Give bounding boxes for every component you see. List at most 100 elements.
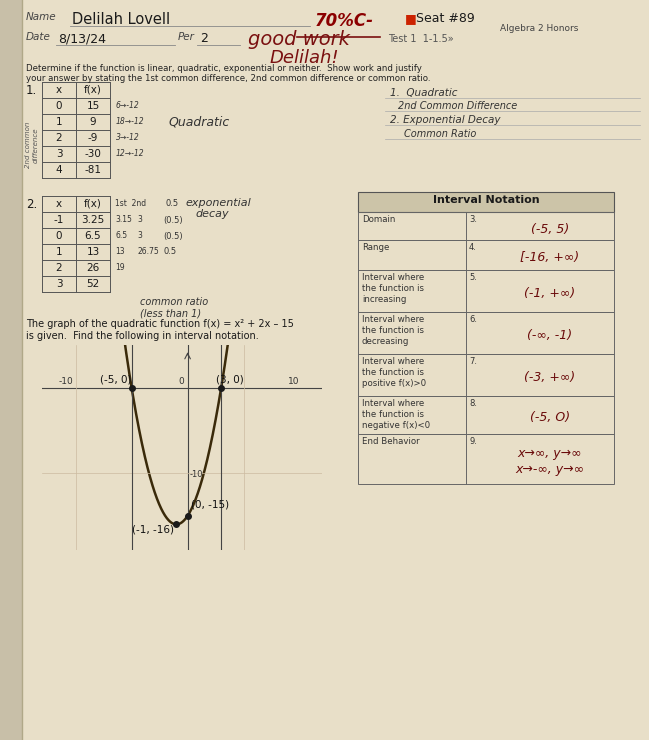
Text: x: x — [56, 85, 62, 95]
Text: 26.75: 26.75 — [137, 247, 159, 257]
Text: Interval where
the function is
decreasing: Interval where the function is decreasin… — [362, 315, 424, 346]
Text: 2.: 2. — [26, 198, 37, 211]
Text: Domain: Domain — [362, 215, 395, 224]
Text: 6.5: 6.5 — [84, 231, 101, 241]
Text: 5.: 5. — [469, 273, 477, 282]
Text: good work: good work — [248, 30, 350, 49]
Text: 18→-12: 18→-12 — [116, 118, 145, 127]
Text: (-5, O): (-5, O) — [530, 411, 570, 425]
Text: (0.5): (0.5) — [163, 215, 182, 224]
Text: exponential: exponential — [185, 198, 251, 208]
Text: Determine if the function is linear, quadratic, exponential or neither.  Show wo: Determine if the function is linear, qua… — [26, 64, 422, 73]
Text: Test 1  1-1.5»: Test 1 1-1.5» — [388, 34, 454, 44]
Text: 19: 19 — [115, 263, 125, 272]
Bar — [358, 396, 614, 434]
Text: End Behavior: End Behavior — [362, 437, 420, 446]
Text: (0.5): (0.5) — [163, 232, 182, 240]
Bar — [358, 354, 614, 396]
Bar — [358, 192, 614, 212]
Text: is given.  Find the following in interval notation.: is given. Find the following in interval… — [26, 331, 259, 341]
Text: Delilah Lovell: Delilah Lovell — [72, 12, 170, 27]
Text: 2: 2 — [56, 133, 62, 143]
Text: Range: Range — [362, 243, 389, 252]
Text: 70%C-: 70%C- — [315, 12, 374, 30]
Text: 6.: 6. — [469, 315, 477, 324]
Text: (-5, 0): (-5, 0) — [100, 374, 132, 385]
Text: f(x): f(x) — [84, 85, 102, 95]
Text: -10: -10 — [59, 377, 73, 386]
Text: 0: 0 — [178, 377, 184, 386]
Text: -30: -30 — [84, 149, 101, 159]
Text: x→∞, y→∞
x→-∞, y→∞: x→∞, y→∞ x→-∞, y→∞ — [515, 448, 585, 477]
Text: common ratio: common ratio — [140, 297, 208, 307]
Text: 1.: 1. — [26, 84, 37, 97]
Text: 0.5: 0.5 — [163, 247, 176, 257]
Text: 2: 2 — [200, 32, 208, 45]
Text: (0, -15): (0, -15) — [191, 500, 229, 509]
Text: -10: -10 — [190, 471, 203, 480]
Text: Algebra 2 Honors: Algebra 2 Honors — [500, 24, 578, 33]
Bar — [358, 212, 614, 240]
Text: 0: 0 — [56, 231, 62, 241]
Text: Seat #89: Seat #89 — [416, 12, 475, 25]
Text: [-16, +∞): [-16, +∞) — [520, 252, 580, 264]
Text: 9.: 9. — [469, 437, 477, 446]
Text: 13: 13 — [86, 247, 100, 257]
Text: x: x — [56, 199, 62, 209]
Text: 6→-12: 6→-12 — [116, 101, 140, 110]
Bar — [358, 312, 614, 354]
Text: Per: Per — [178, 32, 195, 42]
Text: 4.: 4. — [469, 243, 477, 252]
Text: 52: 52 — [86, 279, 100, 289]
Text: 1: 1 — [56, 247, 62, 257]
Text: 1st  2nd: 1st 2nd — [115, 199, 146, 208]
Bar — [358, 270, 614, 312]
Text: Interval Notation: Interval Notation — [433, 195, 539, 205]
Text: 1: 1 — [56, 117, 62, 127]
Text: -9: -9 — [88, 133, 98, 143]
Text: Quadratic: Quadratic — [168, 115, 229, 129]
Text: your answer by stating the 1st common difference, 2nd common difference or commo: your answer by stating the 1st common di… — [26, 74, 430, 83]
Text: 0.5: 0.5 — [165, 199, 178, 208]
Text: f(x): f(x) — [84, 199, 102, 209]
Text: 3→-12: 3→-12 — [116, 133, 140, 143]
Text: 3: 3 — [137, 232, 142, 240]
Text: 9: 9 — [90, 117, 96, 127]
Text: 1.  Quadratic: 1. Quadratic — [390, 88, 458, 98]
Bar — [358, 240, 614, 270]
Text: (3, 0): (3, 0) — [215, 374, 243, 385]
Text: Interval where
the function is
positive f(x)>0: Interval where the function is positive … — [362, 357, 426, 389]
Text: 15: 15 — [86, 101, 100, 111]
Text: 0: 0 — [56, 101, 62, 111]
Text: Common Ratio: Common Ratio — [404, 129, 476, 139]
Text: (less than 1): (less than 1) — [140, 308, 201, 318]
Text: 2: 2 — [56, 263, 62, 273]
Text: -1: -1 — [54, 215, 64, 225]
Text: 3.25: 3.25 — [81, 215, 104, 225]
Text: 7.: 7. — [469, 357, 477, 366]
Text: 2. Exponential Decay: 2. Exponential Decay — [390, 115, 500, 125]
Text: 3.15: 3.15 — [115, 215, 132, 224]
Text: 4: 4 — [56, 165, 62, 175]
Text: (-∞, -1): (-∞, -1) — [528, 329, 572, 343]
Text: decay: decay — [195, 209, 228, 219]
Text: (-1, -16): (-1, -16) — [132, 525, 173, 535]
Text: (-5, 5): (-5, 5) — [531, 223, 569, 235]
Text: -81: -81 — [84, 165, 101, 175]
Text: Date: Date — [26, 32, 51, 42]
Text: (-1, +∞): (-1, +∞) — [524, 288, 576, 300]
Text: 3.: 3. — [469, 215, 477, 224]
Text: 3: 3 — [56, 279, 62, 289]
Text: Interval where
the function is
increasing: Interval where the function is increasin… — [362, 273, 424, 304]
Text: 3: 3 — [137, 215, 142, 224]
Text: 12→-12: 12→-12 — [116, 149, 145, 158]
Text: 2nd Common Difference: 2nd Common Difference — [398, 101, 517, 111]
Text: (-3, +∞): (-3, +∞) — [524, 371, 576, 385]
Text: 13: 13 — [115, 247, 125, 257]
Text: 26: 26 — [86, 263, 100, 273]
Text: ■: ■ — [405, 12, 417, 25]
Text: The graph of the quadratic function f(x) = x² + 2x – 15: The graph of the quadratic function f(x)… — [26, 319, 294, 329]
Text: 3: 3 — [56, 149, 62, 159]
Text: Name: Name — [26, 12, 56, 22]
Text: Delilah!: Delilah! — [270, 49, 339, 67]
